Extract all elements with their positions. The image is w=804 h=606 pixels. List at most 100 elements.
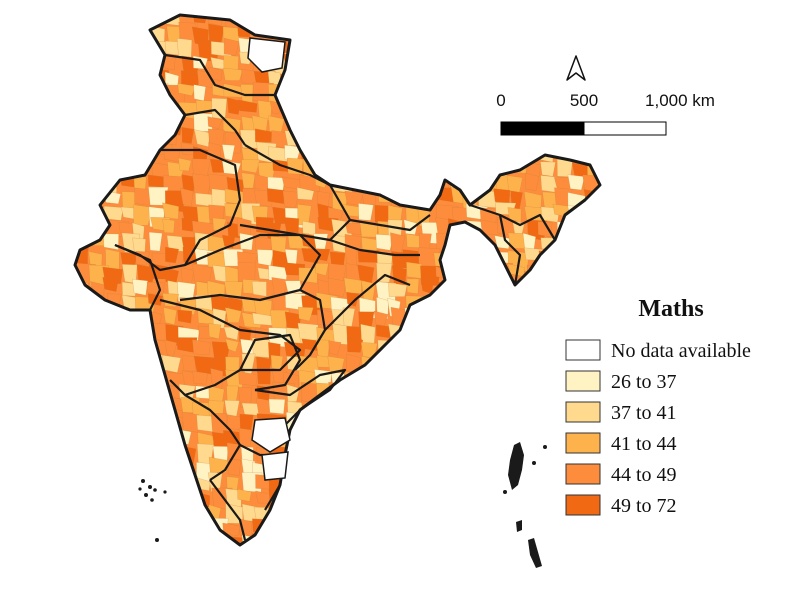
district-patch (464, 416, 480, 437)
district-patch (447, 446, 466, 460)
district-patch (419, 401, 438, 416)
district-patch (103, 233, 119, 250)
district-patch (75, 296, 85, 320)
district-patch (599, 84, 600, 104)
district-patch (448, 296, 463, 314)
district-patch (312, 23, 331, 44)
district-patch (402, 68, 422, 85)
district-patch (422, 70, 443, 94)
district-patch (526, 280, 548, 296)
district-patch (105, 311, 123, 328)
district-patch (557, 292, 571, 311)
district-patch (375, 462, 397, 478)
district-patch (585, 52, 600, 67)
district-patch (330, 534, 353, 545)
district-patch (464, 354, 478, 372)
district-patch (451, 474, 471, 492)
district-patch (537, 22, 552, 39)
district-patch (75, 337, 92, 355)
district-patch (132, 429, 152, 444)
district-patch (211, 97, 228, 120)
district-patch (104, 522, 118, 540)
district-patch (88, 327, 103, 344)
district-patch (332, 101, 349, 124)
district-patch (480, 67, 498, 82)
district-patch (58, 398, 73, 420)
district-patch (542, 83, 559, 104)
district-patch (601, 536, 622, 557)
district-patch (553, 248, 573, 263)
district-patch (585, 533, 600, 545)
islands (138, 442, 547, 568)
district-patch (148, 231, 163, 252)
boundary-jharkhand (329, 238, 420, 257)
district-patch (418, 337, 441, 355)
district-patch (404, 488, 420, 503)
district-patch (448, 502, 469, 521)
district-patch (192, 370, 209, 385)
district-patch (450, 248, 467, 270)
district-patch (300, 51, 319, 73)
district-patch (537, 384, 552, 401)
legend-swatch-3 (565, 432, 601, 454)
district-patch (119, 355, 142, 374)
district-patch (495, 339, 509, 355)
district-patch (537, 458, 556, 474)
district-patch (508, 370, 529, 393)
district-patch (386, 54, 408, 76)
district-patch (118, 487, 136, 504)
district-patch (166, 553, 186, 573)
district-patch (480, 157, 498, 180)
district-patch (601, 42, 620, 62)
district-patch (556, 40, 577, 59)
district-patch (374, 114, 395, 130)
district-patch (75, 413, 76, 433)
district-patch (523, 15, 542, 24)
district-patch (332, 158, 354, 176)
district-patch (599, 249, 600, 265)
district-patch (75, 459, 76, 476)
district-patch (462, 81, 484, 104)
district-patch (300, 506, 317, 528)
district-patch (452, 488, 466, 502)
district-patch (315, 520, 331, 537)
district-patch (465, 237, 484, 256)
district-patch (403, 355, 424, 375)
district-patch (556, 15, 571, 31)
district-patch (343, 277, 362, 294)
district-patch (537, 520, 558, 540)
district-patch (538, 341, 552, 359)
district-patch (572, 235, 592, 255)
district-patch (330, 517, 346, 540)
district-patch (88, 146, 103, 169)
legend-swatch-5 (565, 494, 601, 516)
district-patch (569, 521, 583, 542)
district-patch (481, 548, 494, 561)
district-patch (267, 532, 286, 545)
district-patch (102, 15, 121, 29)
district-patch (603, 26, 625, 45)
district-patch (239, 232, 254, 251)
district-patch (598, 276, 600, 294)
boundary-northeast (469, 203, 556, 241)
district-patch (134, 312, 151, 331)
district-patch (163, 307, 177, 326)
district-patch (299, 489, 318, 511)
district-patch (360, 442, 383, 463)
district-patch (178, 157, 192, 172)
district-patch (477, 385, 490, 405)
district-patch (358, 116, 376, 134)
district-patch (392, 337, 413, 355)
boundary-punjab (184, 108, 246, 146)
district-patch (181, 504, 198, 527)
district-patch (434, 445, 457, 462)
district-patch (419, 22, 439, 44)
district-patch (450, 112, 471, 130)
district-patch (569, 278, 590, 299)
district-patch (221, 144, 236, 161)
district-patch (75, 67, 79, 88)
district-patch (117, 367, 137, 383)
district-patch (237, 488, 252, 502)
district-patch (87, 396, 104, 417)
